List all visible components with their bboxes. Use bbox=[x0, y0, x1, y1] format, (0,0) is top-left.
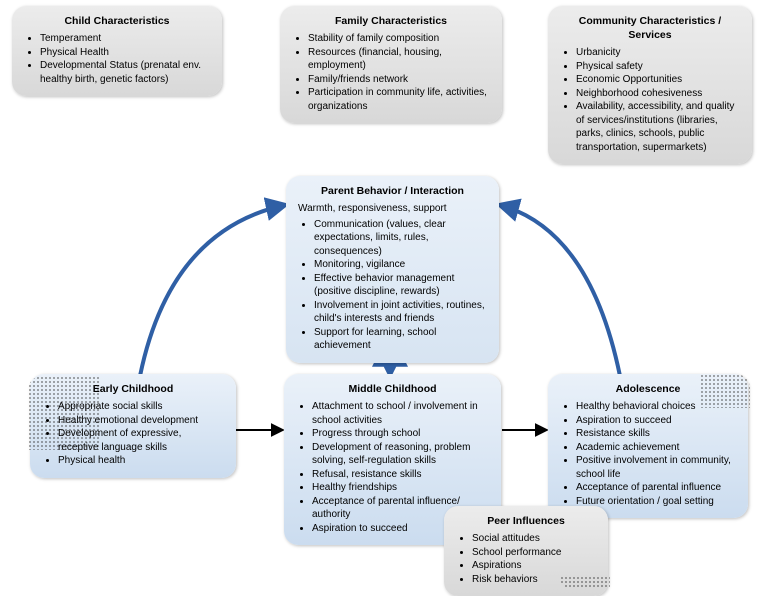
title-early: Early Childhood bbox=[42, 382, 224, 396]
list-item: Development of expressive, receptive lan… bbox=[58, 427, 224, 454]
list-item: Healthy emotional development bbox=[58, 414, 224, 428]
list-item: Monitoring, vigilance bbox=[314, 258, 487, 272]
box-early-childhood: Early Childhood Appropriate social skill… bbox=[30, 374, 236, 478]
box-peer-influences: Peer Influences Social attitudes School … bbox=[444, 506, 608, 596]
list-item: Support for learning, school achievement bbox=[314, 326, 487, 353]
title-family: Family Characteristics bbox=[292, 14, 490, 28]
title-peer: Peer Influences bbox=[456, 514, 596, 528]
list-item: Physical health bbox=[58, 454, 224, 468]
list-item: Stability of family composition bbox=[308, 32, 490, 46]
list-item: Economic Opportunities bbox=[576, 73, 740, 87]
list-item: Risk behaviors bbox=[472, 573, 596, 587]
box-community-characteristics: Community Characteristics / Services Urb… bbox=[548, 6, 752, 164]
list-adolescence: Healthy behavioral choices Aspiration to… bbox=[560, 400, 736, 508]
title-child: Child Characteristics bbox=[24, 14, 210, 28]
list-item: Positive involvement in community, schoo… bbox=[576, 454, 736, 481]
list-item: Family/friends network bbox=[308, 73, 490, 87]
list-family: Stability of family composition Resource… bbox=[292, 32, 490, 113]
box-adolescence: Adolescence Healthy behavioral choices A… bbox=[548, 374, 748, 518]
list-child: Temperament Physical Health Developmenta… bbox=[24, 32, 210, 86]
title-adolescence: Adolescence bbox=[560, 382, 736, 396]
list-item: School performance bbox=[472, 546, 596, 560]
list-item: Physical Health bbox=[40, 46, 210, 60]
list-item: Healthy friendships bbox=[312, 481, 489, 495]
list-item: Refusal, resistance skills bbox=[312, 468, 489, 482]
list-item: Progress through school bbox=[312, 427, 489, 441]
box-family-characteristics: Family Characteristics Stability of fami… bbox=[280, 6, 502, 123]
list-item: Urbanicity bbox=[576, 46, 740, 60]
box-parent-behavior: Parent Behavior / Interaction Warmth, re… bbox=[286, 176, 499, 363]
list-item: Communication (values, clear expectation… bbox=[314, 218, 487, 259]
list-item: Social attitudes bbox=[472, 532, 596, 546]
subtitle-parent: Warmth, responsiveness, support bbox=[298, 202, 487, 216]
list-item: Effective behavior management (positive … bbox=[314, 272, 487, 299]
list-item: Neighborhood cohesiveness bbox=[576, 87, 740, 101]
list-item: Aspirations bbox=[472, 559, 596, 573]
title-parent: Parent Behavior / Interaction bbox=[298, 184, 487, 198]
list-item: Attachment to school / involvement in sc… bbox=[312, 400, 489, 427]
list-item: Future orientation / goal setting bbox=[576, 495, 736, 509]
list-item: Healthy behavioral choices bbox=[576, 400, 736, 414]
title-middle: Middle Childhood bbox=[296, 382, 489, 396]
list-item: Resources (financial, housing, employmen… bbox=[308, 46, 490, 73]
list-peer: Social attitudes School performance Aspi… bbox=[456, 532, 596, 586]
list-item: Academic achievement bbox=[576, 441, 736, 455]
list-item: Appropriate social skills bbox=[58, 400, 224, 414]
box-child-characteristics: Child Characteristics Temperament Physic… bbox=[12, 6, 222, 96]
list-early: Appropriate social skills Healthy emotio… bbox=[42, 400, 224, 468]
list-item: Physical safety bbox=[576, 60, 740, 74]
list-item: Resistance skills bbox=[576, 427, 736, 441]
list-item: Developmental Status (prenatal env. heal… bbox=[40, 59, 210, 86]
list-item: Acceptance of parental influence bbox=[576, 481, 736, 495]
list-item: Availability, accessibility, and quality… bbox=[576, 100, 740, 154]
list-parent: Communication (values, clear expectation… bbox=[298, 218, 487, 353]
title-community: Community Characteristics / Services bbox=[560, 14, 740, 42]
list-item: Aspiration to succeed bbox=[576, 414, 736, 428]
list-item: Participation in community life, activit… bbox=[308, 86, 490, 113]
list-item: Involvement in joint activities, routine… bbox=[314, 299, 487, 326]
list-item: Development of reasoning, problem solvin… bbox=[312, 441, 489, 468]
list-community: Urbanicity Physical safety Economic Oppo… bbox=[560, 46, 740, 154]
list-item: Temperament bbox=[40, 32, 210, 46]
